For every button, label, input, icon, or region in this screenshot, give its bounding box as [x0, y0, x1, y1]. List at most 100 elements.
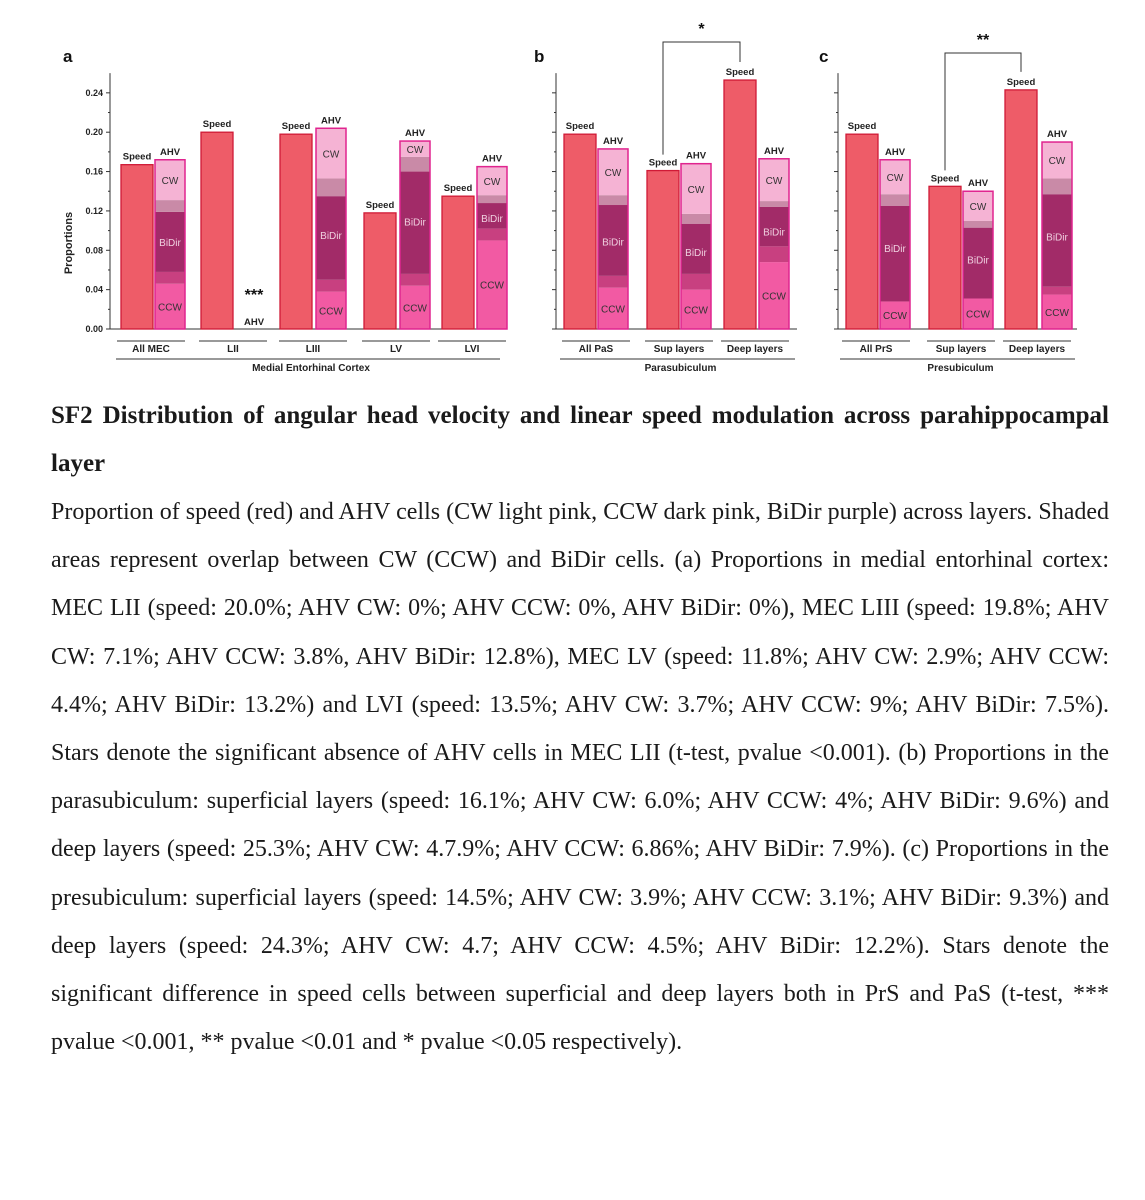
cw-segment: [963, 191, 993, 221]
cw-segment-label: CW: [766, 176, 783, 187]
x-tick-label: All PrS: [860, 344, 893, 355]
bidir-segment: [1042, 194, 1072, 287]
panel-letter: a: [63, 47, 73, 66]
speed-bar: [563, 133, 597, 330]
ahv-bar-outline: [399, 140, 431, 330]
ccw-overlap-segment: [1042, 286, 1072, 295]
cw-overlap-segment: [598, 195, 628, 206]
ahv-bar-label: AHV: [764, 146, 785, 157]
group-label: Medial Entorhinal Cortex: [252, 363, 370, 374]
cw-overlap-segment: [1042, 178, 1072, 195]
x-tick-label: LII: [227, 344, 239, 355]
ahv-bar-label: AHV: [885, 147, 906, 158]
speed-bar-label: Speed: [1007, 77, 1036, 88]
ccw-overlap-segment: [477, 228, 507, 241]
bidir-segment: [880, 206, 910, 302]
cw-segment: [759, 158, 789, 202]
significance-stars: *: [698, 21, 705, 38]
speed-bar-label: Speed: [366, 200, 395, 211]
speed-bar: [723, 79, 757, 330]
y-tick-label: 0.24: [85, 88, 103, 98]
panel-letter: c: [819, 47, 828, 66]
cw-segment: [400, 141, 430, 157]
cw-overlap-segment: [963, 220, 993, 228]
ahv-bar-outline: [1041, 141, 1073, 330]
ccw-segment-label: CCW: [684, 305, 708, 316]
caption-body: Proportion of speed (red) and AHV cells …: [51, 499, 1109, 1056]
bidir-segment: [400, 171, 430, 274]
panel-letter: b: [534, 47, 544, 66]
ahv-bar-outline: [879, 159, 911, 330]
significance-bracket: [944, 52, 1022, 171]
cw-segment-label: CW: [605, 168, 622, 179]
speed-bar-label: Speed: [649, 158, 678, 169]
y-tick-label: 0.20: [85, 127, 103, 137]
significance-bracket: [662, 41, 741, 155]
ccw-segment: [598, 287, 628, 329]
bidir-segment-label: BiDir: [404, 217, 426, 228]
y-tick-label: 0.04: [85, 285, 103, 295]
ahv-bar-label: AHV: [1047, 129, 1068, 140]
ccw-segment-label: CCW: [1045, 308, 1069, 319]
ahv-bar-outline: [476, 165, 508, 330]
speed-bar: [279, 133, 313, 330]
y-tick-label: 0.00: [85, 324, 103, 334]
bidir-segment: [316, 196, 346, 280]
speed-bar-label: Speed: [931, 173, 960, 184]
significance-stars: **: [977, 32, 990, 49]
bidir-segment-label: BiDir: [320, 231, 342, 242]
cw-overlap-segment: [880, 194, 910, 206]
ccw-segment-label: CCW: [966, 310, 990, 321]
speed-bar-label: Speed: [203, 119, 232, 130]
bidir-segment-label: BiDir: [159, 238, 181, 249]
ccw-overlap-segment: [400, 273, 430, 286]
bidir-segment-label: BiDir: [602, 237, 624, 248]
bidir-segment: [681, 223, 711, 274]
speed-bar-label: Speed: [282, 121, 311, 132]
ccw-segment: [963, 298, 993, 329]
speed-bar-label: Speed: [848, 121, 877, 132]
ccw-segment-label: CCW: [762, 292, 786, 303]
speed-bar: [120, 164, 154, 330]
x-tick-label: All MEC: [132, 344, 170, 355]
bidir-segment-label: BiDir: [685, 248, 707, 259]
ccw-overlap-segment: [598, 275, 628, 288]
cw-segment: [155, 159, 185, 201]
ahv-bar-label: AHV: [603, 136, 624, 147]
cw-segment: [681, 163, 711, 214]
ccw-segment: [155, 283, 185, 329]
ccw-segment: [400, 285, 430, 329]
ahv-bar-label: AHV: [321, 115, 342, 126]
ccw-segment: [880, 301, 910, 329]
cw-segment-label: CW: [323, 149, 340, 160]
ccw-segment-label: CCW: [883, 311, 907, 322]
x-tick-label: LV: [390, 344, 402, 355]
bidir-segment-label: BiDir: [481, 214, 503, 225]
y-tick-label: 0.08: [85, 245, 103, 255]
x-tick-label: Deep layers: [727, 344, 784, 355]
cw-segment-label: CW: [162, 176, 179, 187]
speed-bar: [646, 169, 680, 330]
ahv-bar-label: AHV: [160, 147, 181, 158]
ccw-overlap-segment: [759, 246, 789, 263]
x-tick-label: Deep layers: [1009, 344, 1066, 355]
bidir-segment-label: BiDir: [967, 256, 989, 267]
ahv-bar-label: AHV: [405, 128, 426, 139]
bidir-segment-label: BiDir: [1046, 233, 1068, 244]
cw-segment-label: CW: [970, 202, 987, 213]
significance-stars: ***: [245, 287, 264, 304]
y-tick-label: 0.16: [85, 167, 103, 177]
cw-segment: [1042, 142, 1072, 179]
cw-segment: [477, 166, 507, 196]
cw-overlap-segment: [400, 156, 430, 172]
ccw-segment: [477, 240, 507, 329]
ahv-bar-label: AHV: [482, 154, 503, 165]
cw-segment-label: CW: [484, 177, 501, 188]
x-tick-label: Sup layers: [936, 344, 987, 355]
ccw-segment-label: CCW: [403, 303, 427, 314]
bidir-segment: [477, 203, 507, 229]
cw-overlap-segment: [759, 201, 789, 207]
ahv-bar-label: AHV: [968, 178, 989, 189]
y-axis-label: Proportions: [63, 212, 75, 274]
y-tick-label: 0.12: [85, 206, 103, 216]
